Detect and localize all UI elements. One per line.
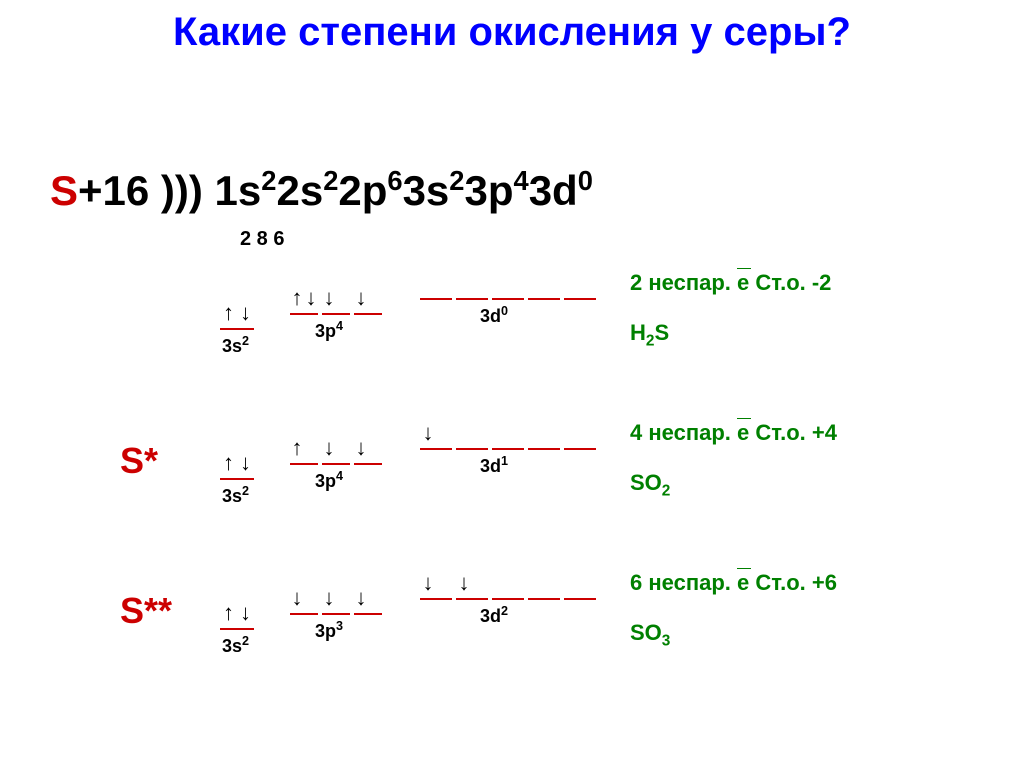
spin-up-icon: ↑ — [290, 435, 304, 461]
orbital-cell: ↓ — [456, 570, 488, 600]
orbital-cell — [528, 270, 560, 300]
spin-down-icon: ↓ — [420, 420, 436, 446]
state-label: S** — [120, 590, 172, 632]
state-label: S* — [120, 440, 158, 482]
orbital-cell: ↑ — [290, 435, 318, 465]
orbital-cell: ↓ — [420, 420, 452, 450]
sublevel-3s: ↑↓ — [220, 450, 258, 480]
orbital-cell: ↑↓ — [220, 600, 254, 630]
spin-down-icon: ↓ — [354, 435, 368, 461]
orbital-cell: ↓ — [290, 585, 318, 615]
electron-bar-icon — [737, 568, 751, 569]
sublevel-3d: ↓↓ — [420, 570, 600, 600]
sublevel-3d — [420, 270, 600, 300]
orbital-cell: ↓ — [420, 570, 452, 600]
spin-down-icon: ↓ — [290, 585, 304, 611]
orbital-cell — [564, 270, 596, 300]
spin-down-icon: ↓ — [322, 285, 336, 311]
sublevel-3p: ↓ ↓ ↓ — [290, 585, 386, 615]
sublevel-3p: ↑ ↓ ↓ — [290, 435, 386, 465]
sublevel-label: 3d1 — [480, 454, 508, 477]
orbital-cell: ↑↓ — [290, 285, 318, 315]
sublevel-label: 3d2 — [480, 604, 508, 627]
spin-down-icon: ↓ — [304, 285, 318, 311]
sublevel-3s: ↑↓ — [220, 300, 258, 330]
sublevel-label: 3d0 — [480, 304, 508, 327]
oxidation-note: 6 неспар. е Ст.о. +6 — [630, 570, 837, 596]
orbital-cell — [492, 420, 524, 450]
orbital-cell: ↓ — [354, 585, 382, 615]
spin-up-icon: ↑ — [220, 600, 237, 626]
orbital-cell: ↓ — [354, 435, 382, 465]
orbital-cell — [420, 270, 452, 300]
orbital-cell: ↓ — [354, 285, 382, 315]
sublevel-label: 3p4 — [315, 469, 343, 492]
sublevel-3p: ↑↓↓↓ — [290, 285, 386, 315]
orbital-cell: ↑↓ — [220, 300, 254, 330]
shell-numbers: 2 8 6 — [240, 228, 284, 251]
oxidation-note: H2S — [630, 320, 669, 350]
sublevel-label: 3s2 — [222, 484, 249, 507]
orbital-cell — [528, 420, 560, 450]
orbital-cell — [528, 570, 560, 600]
orbital-cell — [456, 420, 488, 450]
oxidation-note: 4 неспар. е Ст.о. +4 — [630, 420, 837, 446]
orbital-cell: ↓ — [322, 435, 350, 465]
spin-down-icon: ↓ — [237, 450, 254, 476]
page-title: Какие степени окисления у серы? — [0, 10, 1024, 55]
orbital-cell: ↓ — [322, 585, 350, 615]
orbital-cell — [564, 420, 596, 450]
spin-down-icon: ↓ — [322, 435, 336, 461]
oxidation-note: 2 неспар. е Ст.о. -2 — [630, 270, 831, 296]
orbital-cell — [492, 570, 524, 600]
electron-configuration: S+16 ))) 1s22s22p63s23p43d0 — [50, 165, 593, 215]
orbital-cell — [456, 270, 488, 300]
sublevel-label: 3p3 — [315, 619, 343, 642]
spin-down-icon: ↓ — [456, 570, 472, 596]
sublevel-3d: ↓ — [420, 420, 600, 450]
oxidation-note: SO3 — [630, 620, 670, 650]
sublevel-label: 3p4 — [315, 319, 343, 342]
orbital-cell: ↓ — [322, 285, 350, 315]
electron-bar-icon — [737, 268, 751, 269]
orbital-cell — [564, 570, 596, 600]
spin-up-icon: ↑ — [220, 450, 237, 476]
sublevel-label: 3s2 — [222, 334, 249, 357]
spin-down-icon: ↓ — [420, 570, 436, 596]
spin-down-icon: ↓ — [237, 600, 254, 626]
electron-bar-icon — [737, 418, 751, 419]
oxidation-note: SO2 — [630, 470, 670, 500]
spin-down-icon: ↓ — [237, 300, 254, 326]
spin-up-icon: ↑ — [220, 300, 237, 326]
orbital-cell: ↑↓ — [220, 450, 254, 480]
spin-down-icon: ↓ — [354, 585, 368, 611]
sublevel-label: 3s2 — [222, 634, 249, 657]
spin-down-icon: ↓ — [354, 285, 368, 311]
orbital-cell — [492, 270, 524, 300]
spin-up-icon: ↑ — [290, 285, 304, 311]
spin-down-icon: ↓ — [322, 585, 336, 611]
sublevel-3s: ↑↓ — [220, 600, 258, 630]
